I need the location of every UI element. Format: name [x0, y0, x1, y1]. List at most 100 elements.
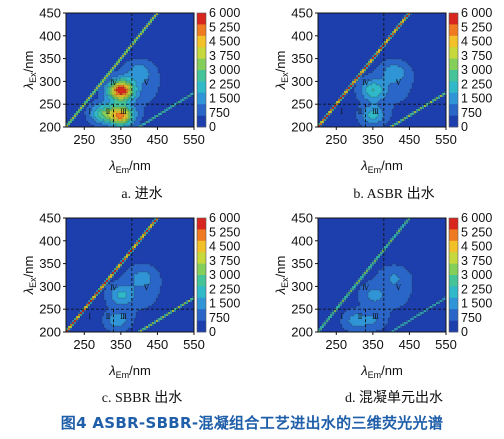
heatmap-cell [336, 63, 339, 66]
heatmap-cell [352, 91, 355, 94]
heatmap-cell [152, 59, 155, 62]
heatmap-cell [154, 97, 157, 100]
heatmap-cell [354, 93, 357, 96]
heatmap-cell [176, 43, 179, 46]
heatmap-cell [190, 123, 193, 126]
heatmap-cell [356, 69, 359, 72]
heatmap-cell [146, 69, 149, 72]
heatmap-cell [104, 47, 107, 50]
heatmap-cell [130, 115, 133, 118]
heatmap-cell [110, 13, 113, 16]
heatmap-cell [178, 55, 181, 58]
heatmap-cell [166, 73, 169, 76]
heatmap-cell [158, 45, 161, 48]
heatmap-cell [180, 109, 183, 112]
heatmap-cell [324, 13, 327, 16]
heatmap-cell [84, 83, 87, 86]
heatmap-cell [116, 113, 119, 116]
heatmap-cell [148, 103, 151, 106]
heatmap-cell [168, 47, 171, 50]
heatmap-cell [84, 39, 87, 42]
heatmap-cell [160, 89, 163, 92]
heatmap-cell [162, 21, 165, 24]
heatmap-cell [360, 29, 363, 32]
heatmap-cell [356, 65, 359, 68]
heatmap-cell [66, 95, 69, 98]
heatmap-cell [114, 81, 117, 84]
heatmap-cell [332, 23, 335, 26]
heatmap-cell [102, 83, 105, 86]
heatmap-cell [146, 99, 149, 102]
heatmap-cell [84, 95, 87, 98]
heatmap-cell [360, 25, 363, 28]
heatmap-cell [334, 23, 337, 26]
heatmap-cell [78, 105, 81, 108]
heatmap-cell [106, 27, 109, 30]
heatmap-cell [96, 23, 99, 26]
heatmap-cell [338, 45, 341, 48]
heatmap-cell [156, 113, 159, 116]
heatmap-cell [112, 61, 115, 64]
heatmap-cell [80, 55, 83, 58]
heatmap-cell [92, 63, 95, 66]
heatmap-cell [98, 73, 101, 76]
heatmap-cell [82, 101, 85, 104]
heatmap-cell [140, 113, 143, 116]
heatmap-cell [92, 95, 95, 98]
heatmap-cell [76, 45, 79, 48]
heatmap-cell [74, 35, 77, 38]
heatmap-cell [66, 29, 69, 32]
heatmap-cell [114, 77, 117, 80]
heatmap-cell [128, 81, 131, 84]
heatmap-cell [142, 89, 145, 92]
heatmap-cell [160, 87, 163, 90]
heatmap-cell [324, 123, 327, 126]
heatmap-cell [136, 19, 139, 22]
heatmap-cell [188, 21, 191, 24]
heatmap-cell [116, 33, 119, 36]
heatmap-cell [334, 77, 337, 80]
heatmap-cell [330, 107, 333, 110]
heatmap-cell [178, 103, 181, 106]
heatmap-cell [150, 27, 153, 30]
heatmap-cell [320, 23, 323, 26]
heatmap-cell [140, 23, 143, 26]
heatmap-cell [150, 41, 153, 44]
heatmap-cell [362, 13, 365, 16]
heatmap-cell [352, 43, 355, 46]
heatmap-cell [146, 59, 149, 62]
heatmap-cell [322, 85, 325, 88]
heatmap-cell [342, 113, 345, 116]
heatmap-cell [166, 97, 169, 100]
heatmap-cell [146, 119, 149, 122]
heatmap-cell [138, 49, 141, 52]
heatmap-cell [98, 25, 101, 28]
heatmap-cell [82, 117, 85, 120]
heatmap-cell [154, 63, 157, 66]
heatmap-cell [74, 107, 77, 110]
heatmap-cell [356, 99, 359, 102]
heatmap-cell [330, 75, 333, 78]
heatmap-cell [192, 89, 194, 92]
heatmap-cell [120, 115, 123, 118]
heatmap-cell [348, 93, 351, 96]
heatmap-cell [160, 75, 163, 78]
heatmap-cell [136, 97, 139, 100]
heatmap-cell [108, 121, 111, 124]
heatmap-cell [134, 21, 137, 24]
heatmap-cell [112, 51, 115, 54]
heatmap-cell [120, 63, 123, 66]
heatmap-cell [148, 79, 151, 82]
heatmap-cell [338, 53, 341, 56]
heatmap-cell [336, 81, 339, 84]
heatmap-cell [110, 121, 113, 124]
heatmap-cell [176, 119, 179, 122]
heatmap-cell [100, 41, 103, 44]
heatmap-cell [138, 29, 141, 32]
heatmap-cell [170, 93, 173, 96]
heatmap-cell [182, 21, 185, 24]
colorbar-segment [197, 35, 206, 48]
heatmap-cell [96, 55, 99, 58]
heatmap-cell [192, 29, 194, 32]
heatmap-cell [96, 79, 99, 82]
